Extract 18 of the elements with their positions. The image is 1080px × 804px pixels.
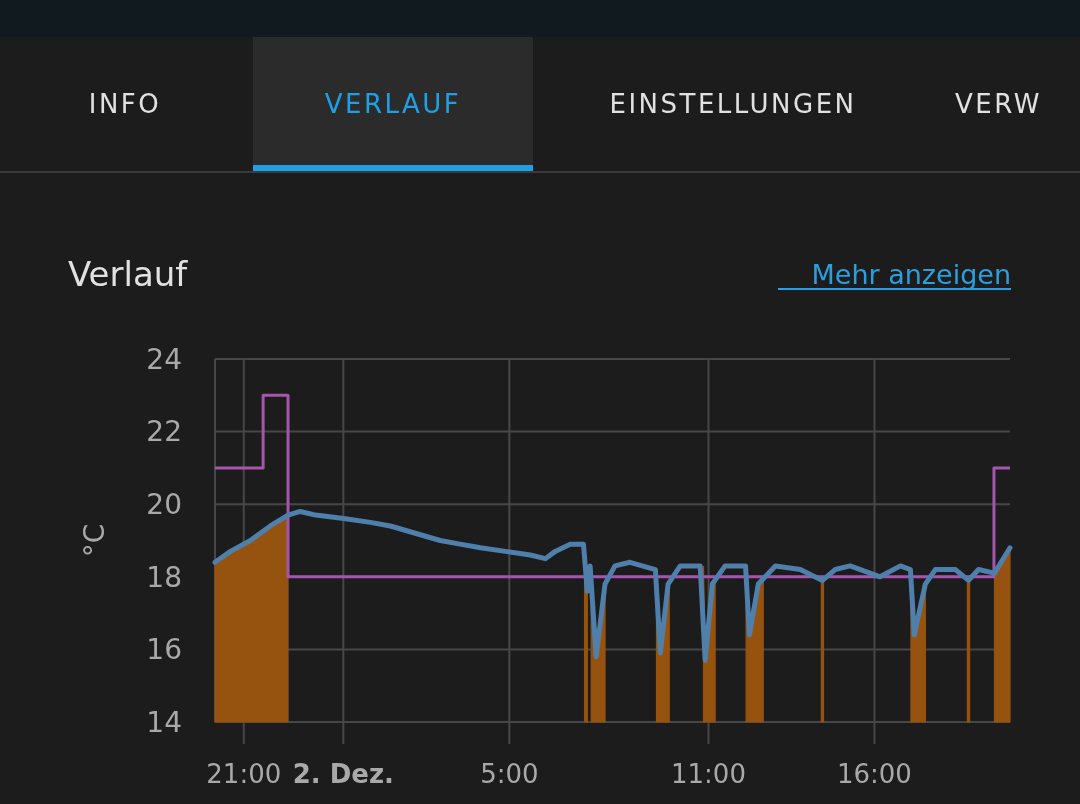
y-tick-label: 18 [146,560,182,594]
text: VERLAUF [324,89,462,119]
x-tick-label: 5:00 [480,759,539,789]
x-tick-label: 11:00 [671,759,746,789]
y-tick-label: 16 [146,633,182,667]
x-tick-label: 2. Dez. [292,759,394,789]
y-tick-label: 14 [146,705,182,739]
x-tick-label: 21:00 [206,759,282,789]
y-tick-label: 20 [146,488,182,521]
y-axis-title: °C [78,523,111,558]
text: Mehr anzeigen [811,259,1011,290]
text: INFO [88,89,162,119]
y-tick-label: 22 [146,415,182,449]
x-tick-label: 16:00 [836,759,912,789]
text: EINSTELLUNGEN [609,89,857,119]
text: VERW [955,89,1042,119]
y-tick-label: 24 [146,342,182,376]
chart-title: Verlauf [68,254,189,294]
